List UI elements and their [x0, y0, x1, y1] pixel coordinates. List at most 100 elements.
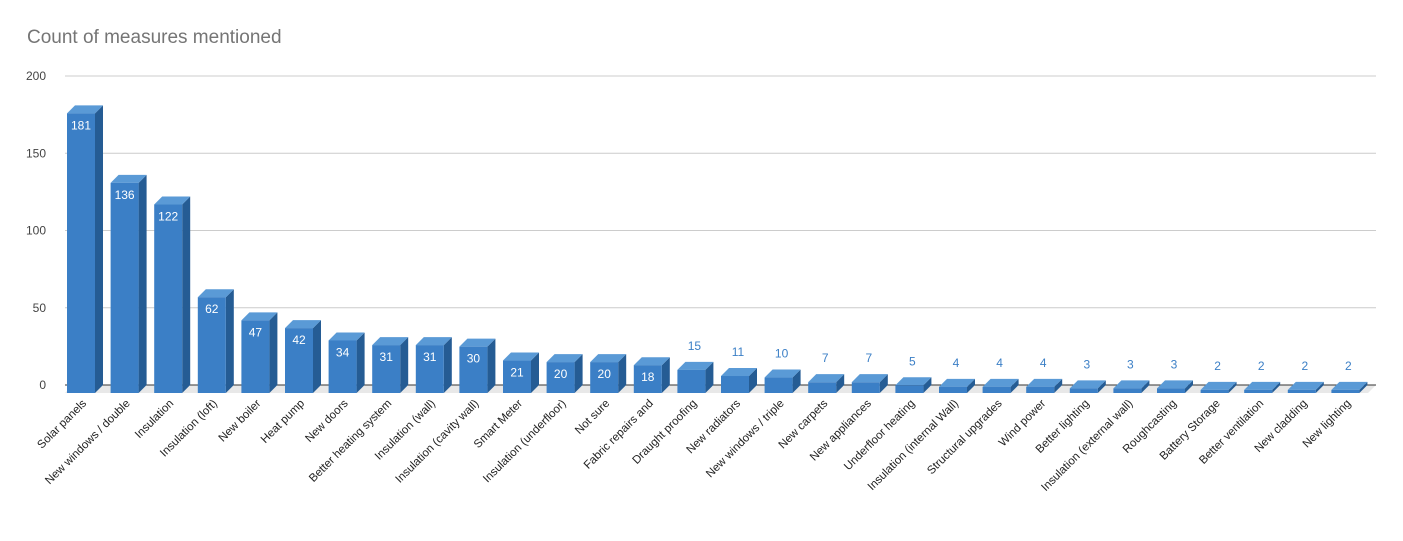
bars	[67, 105, 1368, 393]
data-label: 20	[598, 367, 612, 381]
chart-title: Count of measures mentioned	[27, 27, 282, 48]
bar-side	[269, 312, 278, 393]
bar-top	[197, 289, 234, 298]
bar-front	[895, 385, 924, 393]
bar-top	[372, 337, 409, 346]
bar-top	[764, 369, 801, 378]
bar-side	[356, 332, 365, 393]
x-tick-label: Heat pump	[259, 398, 307, 446]
data-label: 20	[554, 367, 568, 381]
x-tick-label: New windows / double	[43, 398, 132, 487]
bar-front	[764, 377, 793, 393]
bar	[939, 378, 975, 393]
bar-top	[1026, 378, 1063, 387]
bar-front	[546, 362, 575, 393]
data-label: 2	[1214, 359, 1221, 373]
bar	[372, 337, 409, 393]
bar-top	[67, 105, 103, 114]
x-tick-label: Insulation	[133, 398, 176, 441]
data-label: 4	[953, 356, 960, 370]
bar-front	[1157, 388, 1185, 393]
bar	[1331, 381, 1368, 393]
bar-side	[487, 338, 496, 393]
bar	[808, 374, 845, 393]
x-tick-label: Insulation (cavity wall)	[393, 398, 481, 486]
data-label: 62	[205, 302, 219, 316]
bar-side	[1097, 380, 1106, 393]
bar-front	[1069, 388, 1098, 393]
bar-side	[574, 354, 583, 393]
bar-top	[1113, 380, 1150, 389]
bar	[1244, 381, 1281, 393]
bar-top	[459, 338, 496, 347]
bar-top	[1244, 381, 1281, 390]
bar	[1157, 380, 1193, 393]
bar	[721, 368, 757, 393]
bar-top	[982, 378, 1019, 387]
bar-side	[95, 105, 103, 393]
bar	[197, 289, 234, 393]
x-tick-label: Insulation (external wall)	[1039, 398, 1135, 494]
bar-front	[1026, 386, 1055, 393]
data-label: 42	[292, 333, 306, 347]
bar-side	[1010, 378, 1019, 393]
data-label: 3	[1171, 357, 1178, 371]
data-label: 31	[423, 350, 437, 364]
bar-side	[923, 377, 932, 393]
bar-top	[503, 352, 539, 361]
bar-top	[590, 354, 627, 363]
bar	[851, 374, 888, 393]
bar	[633, 357, 670, 393]
bar-front	[285, 328, 313, 393]
bar	[546, 354, 583, 393]
bar	[415, 337, 452, 393]
bar-top	[154, 196, 191, 205]
bar	[503, 352, 539, 393]
data-label: 7	[822, 351, 829, 365]
data-label: 4	[996, 356, 1003, 370]
bar-front	[67, 113, 95, 393]
x-tick-label: Insulation (internal Wall)	[866, 398, 962, 494]
bar	[285, 320, 321, 393]
bar-top	[808, 374, 845, 383]
bar-top	[1069, 380, 1106, 389]
data-label: 5	[909, 354, 916, 368]
bar-top	[1157, 380, 1193, 389]
bar-front	[154, 204, 183, 393]
bar-side	[531, 352, 539, 393]
data-label: 21	[510, 366, 524, 380]
bar-front	[503, 360, 531, 393]
data-label: 136	[115, 188, 135, 202]
bar	[1287, 381, 1324, 393]
bar	[1069, 380, 1106, 393]
bar-side	[618, 354, 627, 393]
bar	[590, 354, 627, 393]
bar-front	[372, 345, 401, 393]
data-label: 2	[1301, 359, 1308, 373]
y-tick-label: 100	[26, 224, 46, 238]
data-label: 34	[336, 345, 350, 359]
bar	[241, 312, 278, 393]
data-label: 4	[1040, 356, 1047, 370]
bar	[67, 105, 103, 393]
bar-side	[967, 378, 975, 393]
bar-side	[749, 368, 757, 393]
x-tick-label: Better heating system	[307, 398, 394, 485]
bar-front	[1244, 389, 1273, 393]
bar	[459, 338, 496, 393]
bar-side	[836, 374, 845, 393]
bar-side	[313, 320, 321, 393]
data-label: 47	[249, 325, 263, 339]
bar-front	[721, 376, 749, 393]
bar-front	[197, 297, 226, 393]
bar-side	[1272, 381, 1281, 393]
bar	[895, 377, 932, 393]
bar-top	[677, 361, 714, 370]
bar-side	[792, 369, 801, 393]
bar	[764, 369, 801, 393]
y-tick-label: 0	[39, 378, 46, 392]
bar-front	[982, 386, 1011, 393]
